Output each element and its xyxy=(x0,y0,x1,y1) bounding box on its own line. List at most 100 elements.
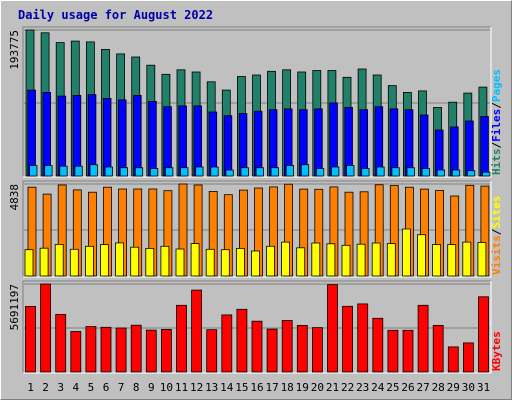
bar-pages-day-1 xyxy=(29,165,38,177)
bar-files-day-24 xyxy=(374,106,384,177)
bar-files-day-27 xyxy=(419,114,429,177)
bar-pages-day-21 xyxy=(331,166,340,177)
bar-pages-day-29 xyxy=(451,169,461,177)
bar-pages-day-28 xyxy=(436,169,446,177)
bar-sites-day-6 xyxy=(100,244,109,277)
bar-pages-day-4 xyxy=(74,165,83,177)
bar-kbytes-day-3 xyxy=(55,314,67,373)
chart-bars xyxy=(24,29,491,373)
bar-sites-day-31 xyxy=(477,242,487,277)
bar-kbytes-day-30 xyxy=(462,342,474,373)
bar-files-day-7 xyxy=(118,99,127,177)
bar-files-day-17 xyxy=(268,109,278,177)
x-label-day-26: 26 xyxy=(401,381,414,394)
x-label-day-10: 10 xyxy=(160,381,173,394)
x-label-day-17: 17 xyxy=(265,381,278,394)
x-label-day-27: 27 xyxy=(416,381,429,394)
bar-files-day-14 xyxy=(223,115,233,177)
bar-pages-day-3 xyxy=(59,165,68,177)
bar-kbytes-day-4 xyxy=(70,331,82,373)
bar-kbytes-day-9 xyxy=(145,329,157,373)
bar-pages-day-25 xyxy=(391,167,400,177)
bar-sites-day-28 xyxy=(432,244,442,277)
bar-pages-day-7 xyxy=(119,167,128,177)
bar-kbytes-day-12 xyxy=(191,289,203,373)
bar-pages-day-13 xyxy=(210,166,219,177)
bar-sites-day-29 xyxy=(447,244,457,277)
bar-kbytes-day-27 xyxy=(417,304,429,373)
legend-sep: / xyxy=(490,102,503,109)
legend-visits: Visits xyxy=(490,235,503,275)
bar-sites-day-5 xyxy=(85,245,94,277)
chart-labels: 193775Hits/Files/Pages4838Visits/Sites56… xyxy=(8,30,503,394)
legend-hits: Hits xyxy=(490,149,503,176)
bar-files-day-29 xyxy=(450,126,459,177)
bar-kbytes-day-17 xyxy=(266,328,278,373)
x-label-day-2: 2 xyxy=(42,381,49,394)
x-label-day-8: 8 xyxy=(133,381,140,394)
bar-pages-day-26 xyxy=(406,167,415,177)
legend-sep: / xyxy=(490,228,503,235)
bar-sites-day-1 xyxy=(24,249,34,277)
bar-sites-day-16 xyxy=(251,250,260,277)
bar-sites-day-24 xyxy=(371,242,381,277)
bar-pages-day-19 xyxy=(300,164,310,177)
bar-kbytes-day-19 xyxy=(296,324,308,373)
bar-pages-day-5 xyxy=(89,164,98,177)
bar-pages-day-6 xyxy=(104,166,113,177)
bar-kbytes-day-31 xyxy=(478,296,489,373)
x-label-day-6: 6 xyxy=(103,381,110,394)
x-label-day-13: 13 xyxy=(205,381,218,394)
bar-files-day-8 xyxy=(133,95,142,177)
x-label-day-31: 31 xyxy=(477,381,490,394)
x-label-day-5: 5 xyxy=(88,381,95,394)
bar-kbytes-day-2 xyxy=(40,283,51,373)
panel-shade-bottom xyxy=(22,280,491,373)
legend-text-top: Hits/Files/Pages xyxy=(490,69,503,175)
bar-sites-day-25 xyxy=(386,243,396,277)
bar-kbytes-day-21 xyxy=(327,284,338,373)
x-label-day-1: 1 xyxy=(27,381,34,394)
bar-kbytes-day-25 xyxy=(387,329,399,373)
legend-files: Files xyxy=(490,109,503,142)
legend-text-bottom: KBytes xyxy=(490,331,503,371)
x-label-day-7: 7 xyxy=(118,381,125,394)
bar-files-day-15 xyxy=(238,113,248,177)
bar-kbytes-day-23 xyxy=(357,303,369,373)
bar-sites-day-23 xyxy=(356,243,366,277)
bar-sites-day-7 xyxy=(115,242,124,277)
bar-pages-day-9 xyxy=(149,168,159,177)
bar-kbytes-day-16 xyxy=(251,320,263,373)
panel-highlight-bottom xyxy=(23,281,492,374)
x-label-day-16: 16 xyxy=(250,381,263,394)
bar-pages-day-17 xyxy=(270,167,279,177)
bar-pages-day-31 xyxy=(482,171,491,177)
legend-middle: Visits/Sites xyxy=(490,196,503,276)
x-label-day-4: 4 xyxy=(72,381,79,394)
bar-sites-day-18 xyxy=(281,241,291,277)
x-label-day-22: 22 xyxy=(341,381,354,394)
bar-kbytes-day-6 xyxy=(100,326,112,373)
bar-pages-day-30 xyxy=(466,170,476,177)
x-label-day-21: 21 xyxy=(326,381,339,394)
bar-pages-day-12 xyxy=(195,166,204,177)
bar-kbytes-day-1 xyxy=(25,305,36,373)
legend-top: Hits/Files/Pages xyxy=(490,69,503,175)
legend-pages: Pages xyxy=(490,69,503,102)
bar-files-day-26 xyxy=(404,109,414,177)
panel-shade-middle xyxy=(22,180,491,277)
bar-sites-day-11 xyxy=(175,248,185,277)
bar-sites-day-4 xyxy=(69,248,79,277)
bar-pages-day-20 xyxy=(315,168,325,177)
bar-pages-day-22 xyxy=(346,165,355,177)
bar-files-day-16 xyxy=(253,110,263,177)
bar-files-day-4 xyxy=(72,95,82,177)
x-label-day-9: 9 xyxy=(148,381,155,394)
bar-pages-day-14 xyxy=(225,169,234,177)
bar-sites-day-3 xyxy=(54,243,64,277)
bar-files-day-12 xyxy=(193,105,202,177)
bar-files-day-20 xyxy=(314,108,323,177)
bar-kbytes-day-10 xyxy=(160,328,172,373)
bar-sites-day-27 xyxy=(417,234,426,277)
